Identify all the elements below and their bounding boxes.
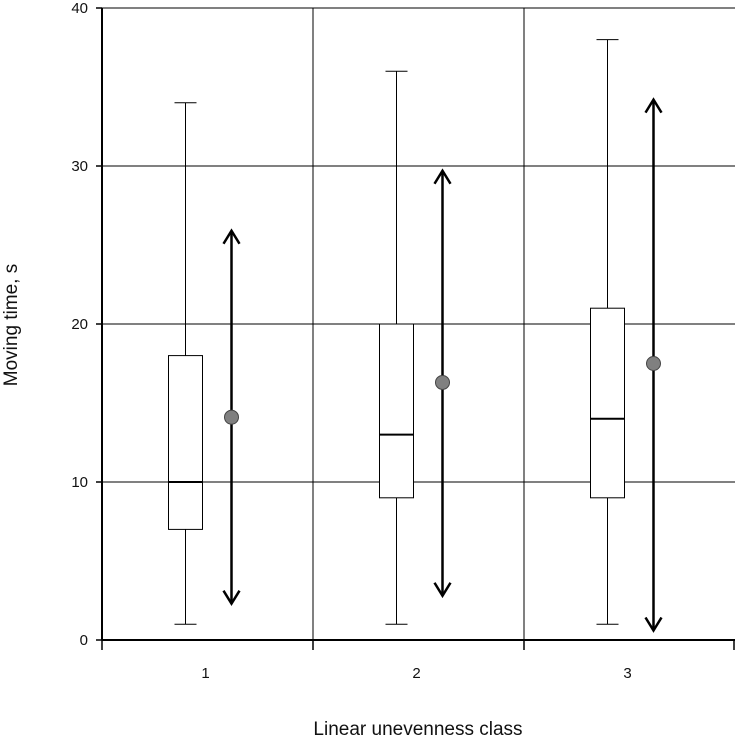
box-group	[379, 70, 414, 625]
boxes	[168, 39, 625, 625]
y-tick-label: 30	[71, 158, 88, 175]
y-axis-title: Moving time, s	[1, 264, 22, 386]
mean-range-arrows	[222, 97, 663, 633]
arrowhead-down	[222, 590, 241, 607]
x-tick-label: 3	[623, 665, 631, 682]
y-tick-label: 40	[71, 0, 88, 17]
arrowhead-up	[222, 228, 241, 245]
box-group	[590, 39, 625, 625]
mean-range-group	[644, 97, 663, 633]
arrowhead-down	[644, 616, 663, 633]
gridlines	[102, 7, 735, 640]
iqr-box	[379, 323, 414, 499]
y-tick-label: 10	[71, 474, 88, 491]
y-tick-label: 20	[71, 316, 88, 333]
mean-range-group	[222, 228, 241, 607]
arrowhead-down	[433, 582, 452, 599]
arrowhead-up	[644, 97, 663, 114]
x-tick-label: 1	[201, 665, 209, 682]
mean-range-group	[433, 168, 452, 599]
arrowhead-up	[433, 168, 452, 185]
box-group	[168, 102, 203, 625]
x-tick-label: 2	[412, 665, 420, 682]
y-tick-label: 0	[80, 632, 88, 649]
iqr-box	[590, 307, 625, 499]
x-axis-title: Linear unevenness class	[313, 719, 522, 740]
iqr-box	[168, 355, 203, 530]
axes	[96, 7, 735, 650]
mean-point	[224, 409, 239, 425]
tick-labels: 0 10 20 30 40 1 2 3	[71, 0, 631, 682]
mean-point	[646, 356, 661, 371]
mean-point	[435, 374, 450, 390]
